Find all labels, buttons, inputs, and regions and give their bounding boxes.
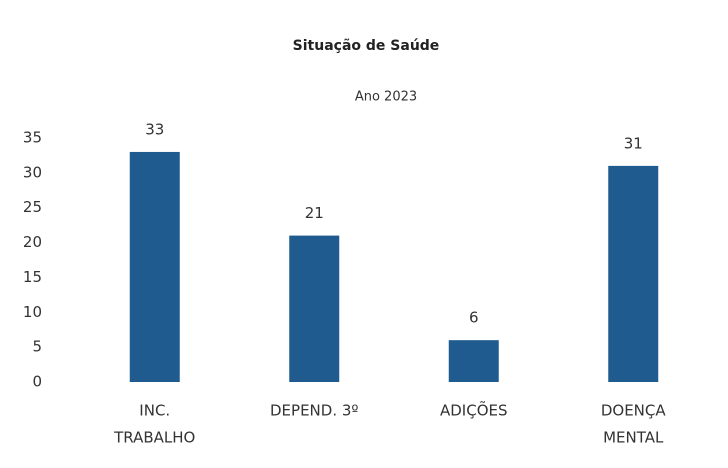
chart-title: Situação de Saúde [293,38,440,54]
y-tick-label: 15 [23,268,42,286]
y-tick-label: 20 [23,233,42,251]
y-tick-label: 5 [32,338,42,356]
data-label: 21 [305,204,324,222]
x-tick-label: INC. [139,402,170,420]
bar [608,165,659,382]
data-label: 6 [469,309,479,327]
x-tick-label: MENTAL [603,429,664,447]
data-label: 33 [145,120,164,138]
data-label: 31 [624,134,643,152]
y-tick-label: 10 [23,303,42,321]
chart-subtitle: Ano 2023 [355,90,417,105]
x-tick-label: TRABALHO [113,429,195,447]
y-tick-label: 30 [23,163,42,181]
x-tick-label: DOENÇA [601,402,667,420]
bar [289,235,340,382]
y-tick-label: 0 [32,373,42,391]
x-tick-label: DEPEND. 3º [270,402,358,420]
y-tick-label: 25 [23,198,42,216]
y-tick-label: 35 [23,129,42,147]
x-tick-label: ADIÇÕES [440,401,508,420]
bar [448,340,499,382]
bar [129,151,180,382]
